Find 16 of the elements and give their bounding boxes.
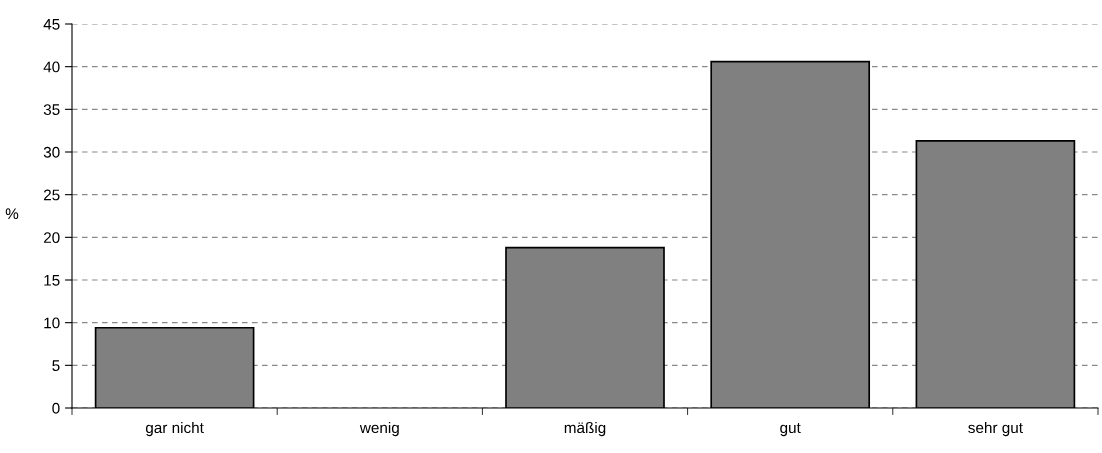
y-tick-label: 5 [52, 360, 60, 372]
y-tick-label: 0 [52, 402, 60, 414]
y-tick-label: 45 [43, 19, 60, 30]
x-tick-label: sehr gut [968, 421, 1023, 437]
y-tick-label: 25 [43, 189, 60, 201]
y-tick-label: 30 [43, 146, 60, 158]
x-tick-label: gut [780, 423, 801, 437]
x-tick-label: wenig [359, 421, 399, 437]
y-tick-label: 20 [43, 232, 60, 244]
y-tick-label: 15 [44, 275, 60, 286]
y-tick-label: 35 [43, 104, 60, 116]
y-axis-title: % [5, 208, 19, 220]
x-tick-label: gar nicht [145, 421, 204, 437]
x-tick-label: mäßig [564, 421, 606, 437]
y-tick-label: 10 [44, 317, 60, 329]
y-tick-label: 40 [43, 61, 60, 73]
